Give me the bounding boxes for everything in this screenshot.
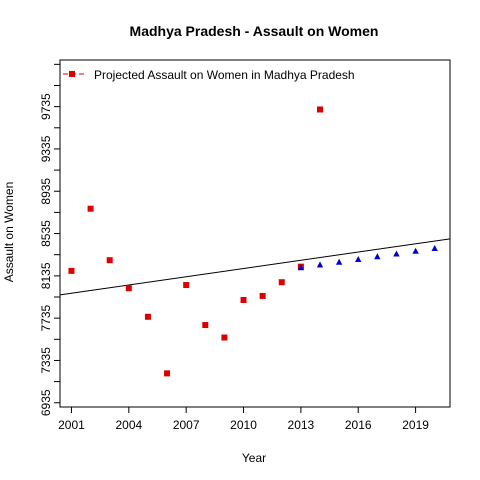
observed-point [106, 257, 113, 264]
y-tick-label: 8535 [39, 220, 53, 247]
projected-point [316, 261, 324, 268]
x-axis-label: Year [242, 451, 266, 465]
y-axis-label: Assault on Women [2, 182, 16, 283]
legend-square-marker [69, 71, 75, 77]
observed-point [317, 106, 323, 113]
observed-point [259, 292, 266, 299]
observed-point [164, 370, 171, 377]
observed-point [240, 296, 247, 303]
trend-line [59, 238, 451, 296]
plot-area-border [59, 59, 451, 408]
projected-point [412, 247, 419, 254]
projected-point [393, 250, 400, 257]
observed-point [87, 205, 94, 212]
data-points [68, 106, 438, 377]
x-tick-label: 2007 [173, 418, 200, 432]
projected-point [431, 244, 438, 251]
chart-title: Madhya Pradesh - Assault on Women [130, 23, 379, 39]
trend-line-group [59, 238, 451, 296]
x-tick-label: 2004 [115, 418, 142, 432]
x-tick-label: 2010 [230, 418, 257, 432]
projected-point [335, 258, 343, 265]
x-tick-label: 2016 [345, 418, 372, 432]
x-tick-label: 2001 [58, 418, 85, 432]
observed-point [144, 313, 151, 320]
observed-point [125, 285, 132, 292]
x-axis: 2001 2004 2007 2010 2013 2016 2019 [58, 407, 429, 432]
y-tick-label: 9335 [39, 135, 53, 162]
observed-point [278, 279, 285, 286]
observed-point [68, 267, 75, 274]
y-tick-label: 8935 [39, 178, 53, 205]
projected-point [355, 255, 362, 262]
y-tick-label: 9735 [39, 93, 53, 120]
y-tick-label: 8135 [39, 262, 53, 289]
observed-point [202, 322, 209, 329]
y-tick-label: 6935 [39, 389, 53, 416]
x-tick-label: 2019 [402, 418, 429, 432]
projected-point [297, 264, 305, 271]
observed-point [221, 334, 228, 341]
projected-point [374, 253, 381, 260]
legend: Projected Assault on Women in Madhya Pra… [63, 68, 355, 82]
legend-entry-label: Projected Assault on Women in Madhya Pra… [94, 68, 355, 82]
y-tick-label: 7735 [39, 304, 53, 331]
y-tick-label: 7335 [39, 347, 53, 374]
y-axis: 6935 7335 7735 8135 8535 8935 9335 9735 [39, 63, 60, 416]
x-tick-label: 2013 [288, 418, 315, 432]
observed-point [183, 282, 190, 289]
